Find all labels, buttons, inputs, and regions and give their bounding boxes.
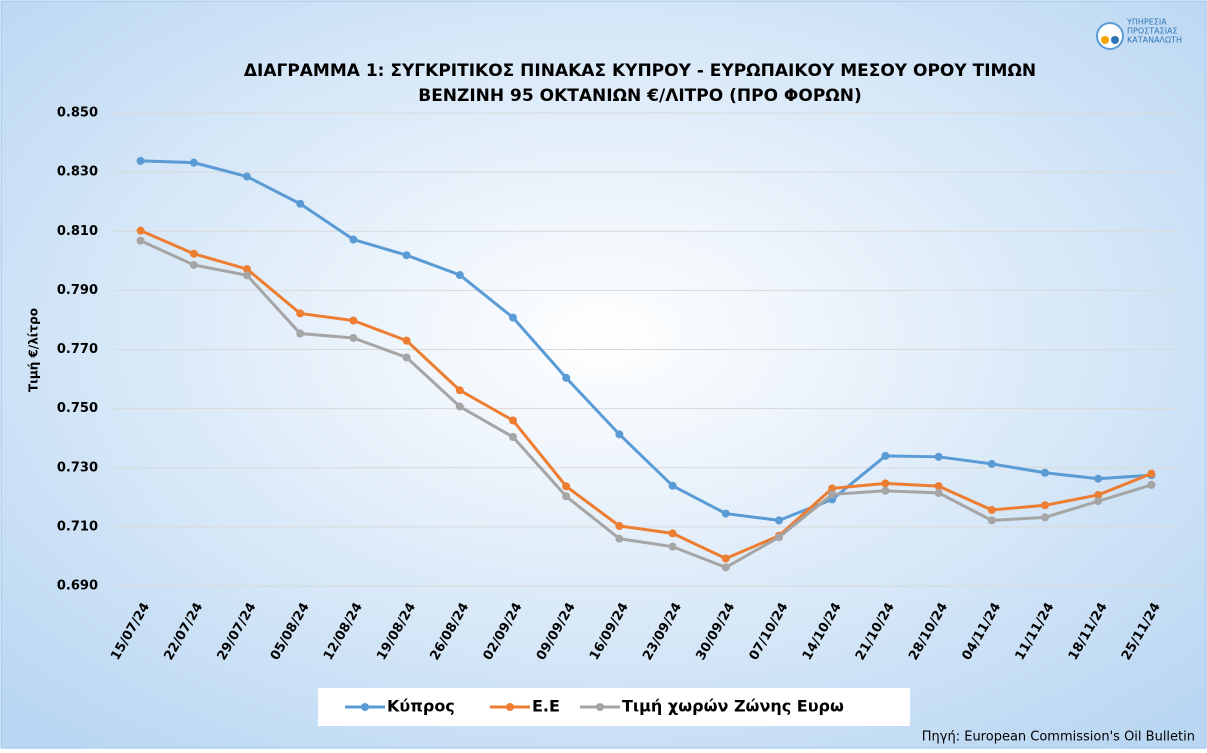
point	[136, 226, 145, 235]
y-tick-label: 0.790	[57, 283, 98, 298]
point	[828, 490, 837, 499]
point	[402, 336, 411, 345]
point	[562, 492, 571, 501]
point	[562, 482, 571, 491]
point	[721, 563, 730, 572]
point	[296, 199, 305, 208]
point	[562, 373, 571, 382]
point	[189, 158, 198, 167]
point	[402, 251, 411, 260]
point	[136, 236, 145, 245]
point	[615, 521, 624, 530]
legend-swatch-dot	[506, 703, 514, 711]
logo: ΥΠΗΡΕΣΙΑ ΠΡΟΣΤΑΣΙΑΣ ΚΑΤΑΝΑΛΩΤΗ	[1096, 18, 1182, 50]
chart-subtitle: ΒΕΝΖΙΝΗ 95 ΟΚΤΑΝΙΩΝ €/ΛΙΤΡΟ (ΠΡΟ ΦΟΡΩΝ)	[418, 86, 862, 106]
logo-text: ΠΡΟΣΤΑΣΙΑΣ	[1127, 27, 1178, 36]
point	[934, 482, 943, 491]
point	[349, 316, 358, 325]
legend-label: Ε.Ε	[532, 697, 560, 716]
point	[402, 353, 411, 362]
point	[987, 459, 996, 468]
point	[243, 265, 251, 274]
y-tick-label: 0.690	[57, 579, 98, 594]
point	[1041, 501, 1049, 510]
point	[455, 386, 464, 395]
point	[828, 484, 837, 493]
y-tick-label: 0.710	[57, 519, 98, 534]
point	[881, 451, 890, 460]
point	[615, 430, 624, 439]
y-tick-label: 0.810	[57, 224, 98, 239]
point	[296, 329, 305, 338]
y-tick-label: 0.770	[57, 342, 98, 357]
point	[881, 486, 890, 495]
series-line	[139, 239, 1152, 570]
point	[721, 509, 730, 518]
point	[349, 333, 358, 342]
point	[775, 516, 783, 525]
point	[1147, 469, 1156, 478]
point	[1041, 468, 1049, 477]
point	[1094, 474, 1103, 483]
point	[189, 260, 198, 269]
point	[243, 271, 251, 280]
y-tick-label: 0.850	[57, 106, 98, 121]
logo-icon	[1096, 22, 1124, 50]
series-line	[140, 159, 1152, 522]
point	[668, 481, 677, 490]
source: Πηγή: European Commission's Oil Bulletin	[922, 730, 1195, 745]
logo-dot	[1101, 36, 1109, 44]
point	[721, 554, 730, 563]
legend-label: Τιμή χωρών Ζώνης Ευρω	[622, 697, 844, 716]
point	[455, 402, 464, 411]
point	[189, 249, 198, 258]
point	[455, 271, 464, 280]
y-tick-label: 0.750	[57, 401, 98, 416]
point	[136, 156, 145, 165]
point	[1147, 480, 1156, 489]
point	[243, 172, 251, 181]
y-axis-label: Τιμή €/λίτρο	[27, 308, 41, 392]
point	[987, 506, 996, 515]
point	[934, 452, 943, 461]
point	[934, 488, 943, 497]
point	[1094, 497, 1103, 506]
point	[668, 542, 677, 551]
legend-swatch-dot	[361, 703, 369, 711]
chart-title: ΔΙΑΓΡΑΜΜΑ 1: ΣΥΓΚΡΙΤΙΚΟΣ ΠΙΝΑΚΑΣ ΚΥΠΡΟΥ …	[244, 61, 1036, 81]
point	[987, 516, 996, 525]
point	[1094, 490, 1103, 499]
legend-swatch-dot	[596, 703, 604, 711]
logo-text: ΚΑΤΑΝΑΛΩΤΗ	[1127, 36, 1182, 45]
point	[509, 313, 517, 322]
point	[1041, 513, 1049, 522]
point	[775, 533, 783, 542]
point	[509, 433, 517, 442]
point	[296, 309, 305, 318]
point	[349, 235, 358, 244]
logo-text: ΥΠΗΡΕΣΙΑ	[1126, 18, 1167, 27]
y-tick-label: 0.830	[57, 165, 98, 180]
legend-label: Κύπρος	[387, 697, 455, 716]
point	[615, 534, 624, 543]
point	[668, 529, 677, 538]
point	[509, 416, 517, 425]
series-line	[140, 229, 1152, 561]
logo-dot	[1111, 36, 1119, 44]
y-tick-label: 0.730	[57, 460, 98, 475]
point	[881, 479, 890, 488]
